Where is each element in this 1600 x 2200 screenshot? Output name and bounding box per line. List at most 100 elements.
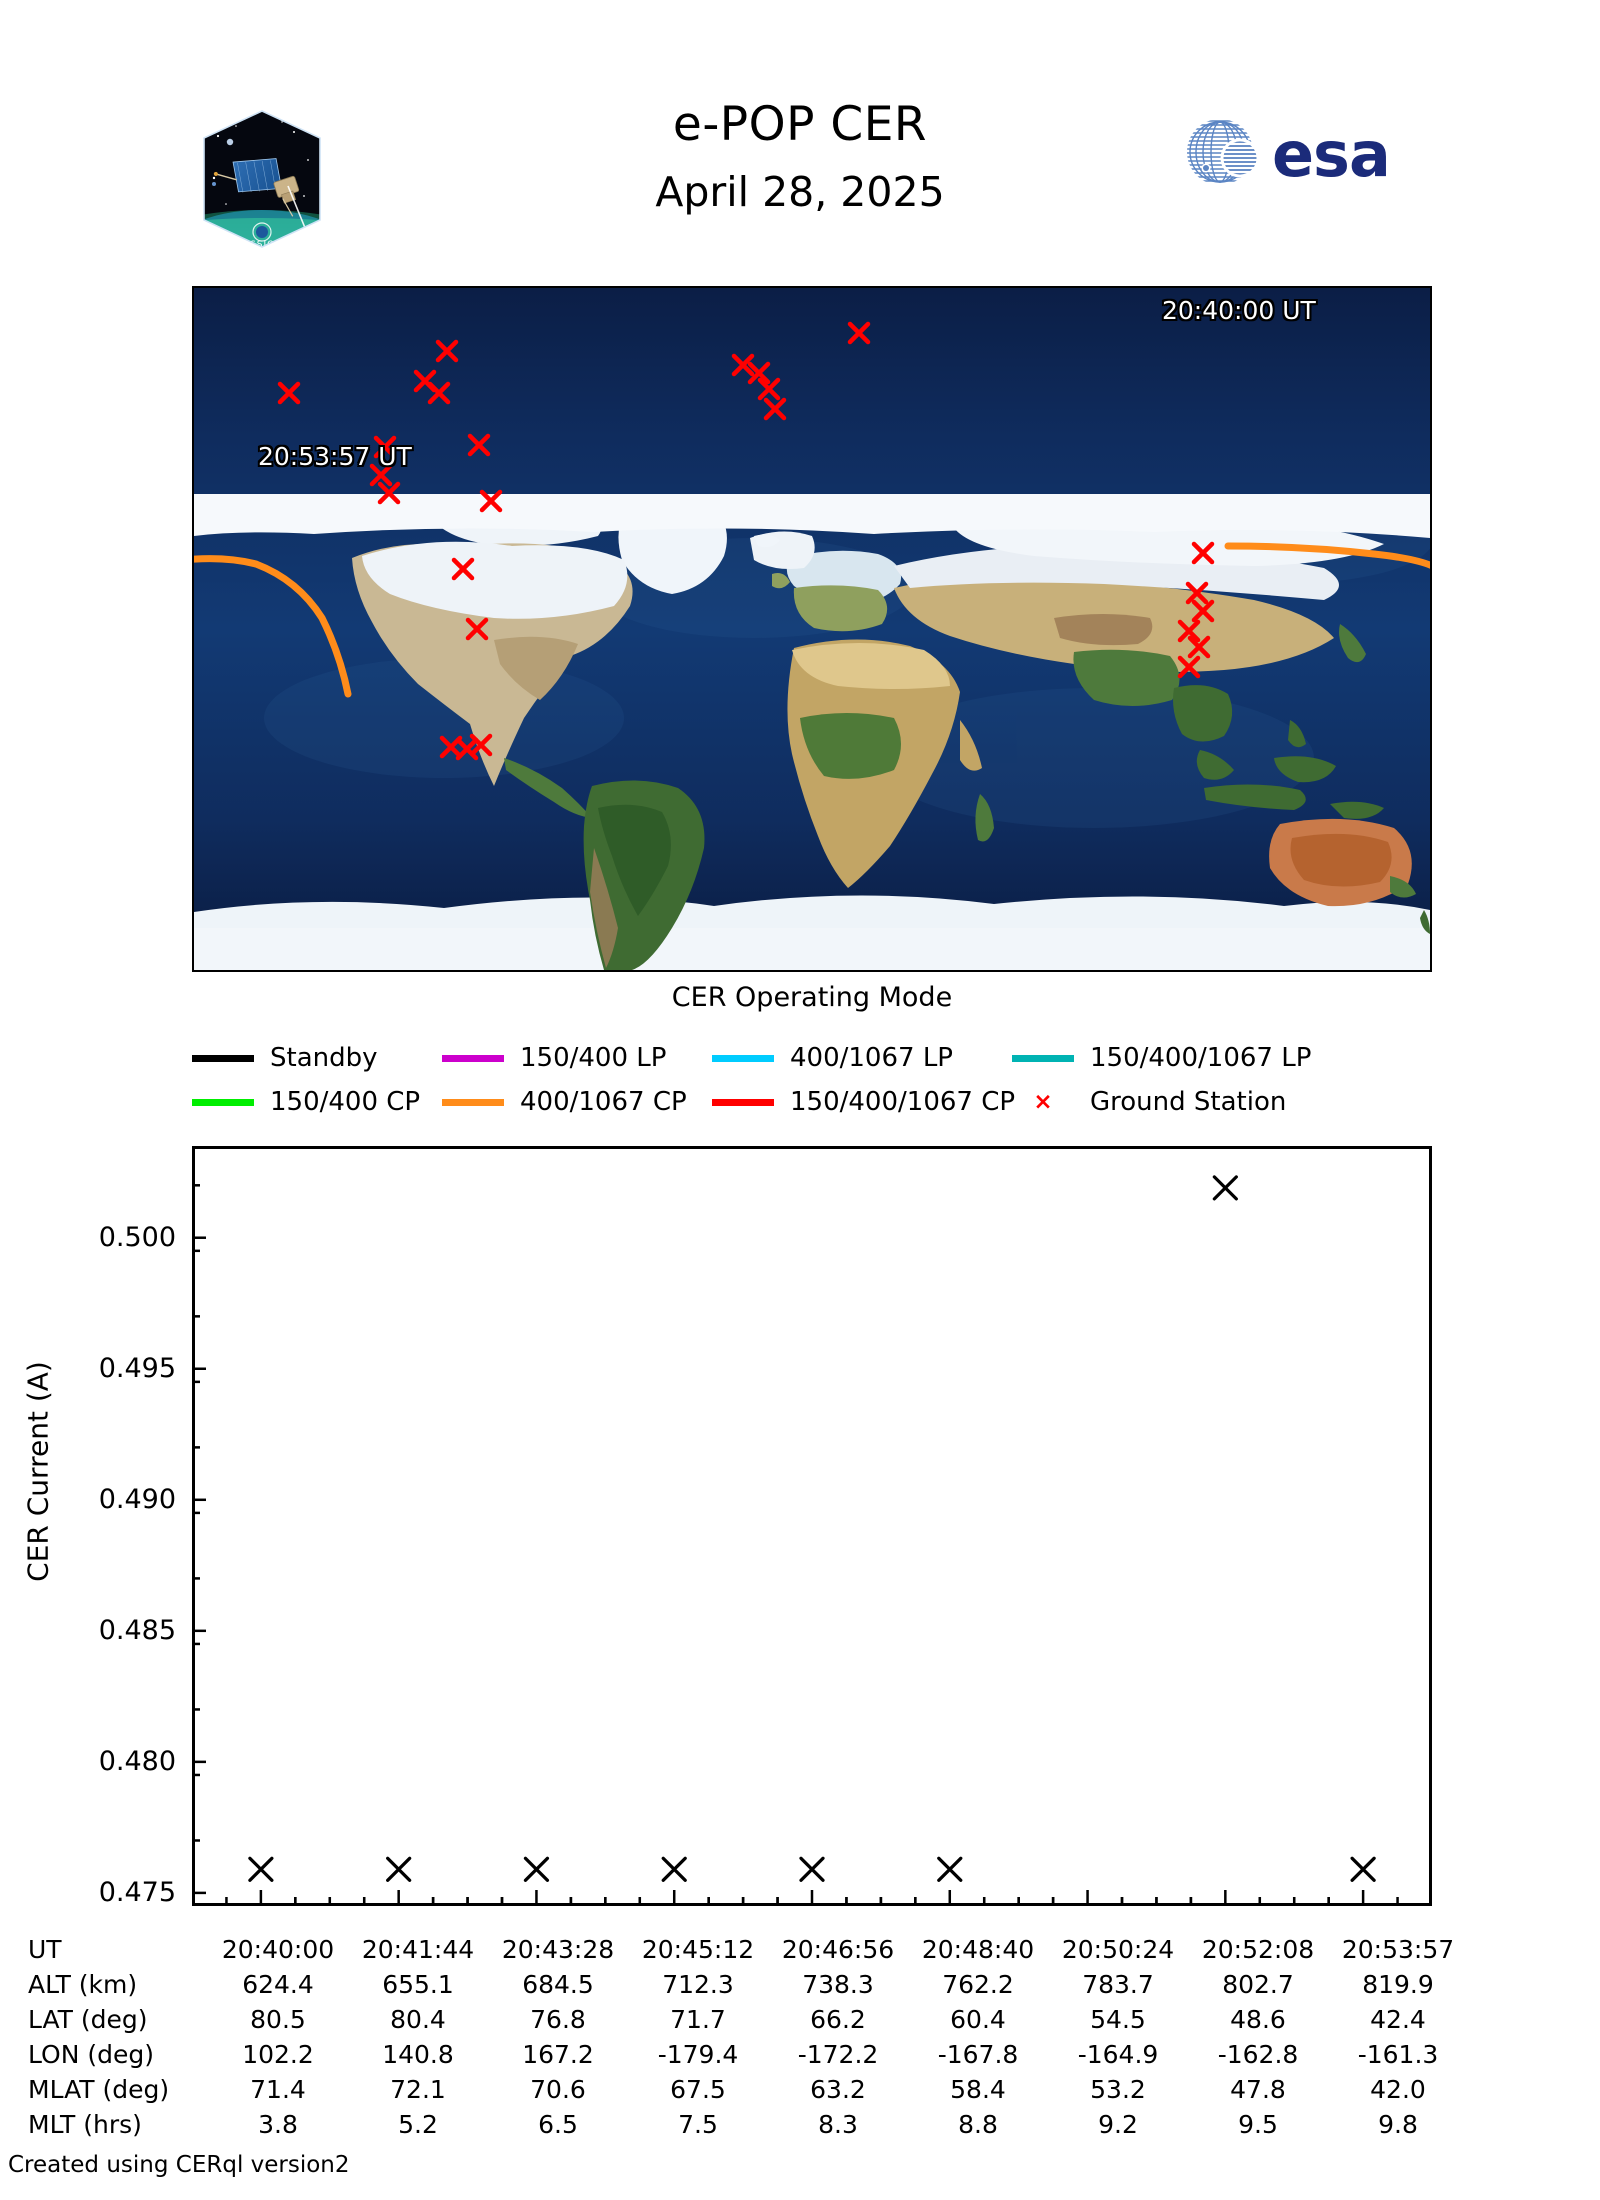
legend-item-400-1067-lp[interactable]: 400/1067 LP bbox=[712, 1043, 1012, 1073]
table-cell: 63.2 bbox=[810, 2075, 866, 2104]
table-cell: 20:40:00 bbox=[221, 1935, 335, 1964]
table-cell: 76.8 bbox=[530, 2005, 586, 2034]
title-block: e-POP CER April 28, 2025 bbox=[400, 96, 1200, 220]
table-cell: 8.3 bbox=[818, 2110, 858, 2139]
table-cell: 712.3 bbox=[662, 1970, 734, 1999]
table-cell: 80.5 bbox=[250, 2005, 306, 2034]
y-tick-label: 0.485 bbox=[98, 1614, 176, 1646]
table-row-label: ALT (km) bbox=[28, 1970, 138, 1999]
page-subtitle-date: April 28, 2025 bbox=[655, 168, 945, 216]
legend-item-150-400-1067-lp[interactable]: 150/400/1067 LP bbox=[1012, 1043, 1311, 1073]
table-cell: 20:48:40 bbox=[921, 1935, 1035, 1964]
table-cell: 80.4 bbox=[390, 2005, 446, 2034]
legend-swatch-150-400-cp bbox=[192, 1098, 254, 1106]
legend-item-150-400-lp[interactable]: 150/400 LP bbox=[442, 1043, 712, 1073]
table-cell: 624.4 bbox=[242, 1970, 314, 1999]
ground-station-icon: × bbox=[1033, 1088, 1053, 1115]
table-cell: 9.5 bbox=[1238, 2110, 1278, 2139]
table-row: UT 20:40:00 20:41:44 20:43:28 20:45:12 20:46:… bbox=[28, 1932, 1468, 1967]
table-row-label: LON (deg) bbox=[28, 2040, 154, 2069]
legend-swatch-150-400-1067-cp bbox=[712, 1098, 774, 1106]
legend-label-150-400-lp: 150/400 LP bbox=[520, 1043, 667, 1073]
table-cell: 6.5 bbox=[538, 2110, 578, 2139]
table-row-label: MLT (hrs) bbox=[28, 2110, 142, 2139]
table-cell: 7.5 bbox=[678, 2110, 718, 2139]
world-map-panel[interactable] bbox=[192, 286, 1432, 972]
table-row: ALT (km) 624.4 655.1 684.5 712.3 738.3 762.2 78… bbox=[28, 1967, 1468, 2002]
table-cell: 140.8 bbox=[382, 2040, 454, 2069]
legend-swatch-400-1067-lp bbox=[712, 1054, 774, 1062]
table-cell: 72.1 bbox=[390, 2075, 446, 2104]
table-cell: 20:53:57 bbox=[1341, 1935, 1455, 1964]
table-row-label: MLAT (deg) bbox=[28, 2075, 170, 2104]
table-cell: -167.8 bbox=[937, 2040, 1019, 2069]
legend-swatch-150-400-lp bbox=[442, 1054, 504, 1062]
table-row-label: LAT (deg) bbox=[28, 2005, 148, 2034]
table-cell: 67.5 bbox=[670, 2075, 726, 2104]
legend-label-150-400-cp: 150/400 CP bbox=[270, 1087, 421, 1117]
legend-swatch-standby bbox=[192, 1054, 254, 1062]
legend-item-150-400-1067-cp[interactable]: 150/400/1067 CP bbox=[712, 1087, 1016, 1117]
table-cell: 54.5 bbox=[1090, 2005, 1146, 2034]
y-axis-title: CER Current (A) bbox=[21, 1361, 55, 1582]
data-point-marker bbox=[248, 1856, 274, 1882]
legend-item-ground-station[interactable]: × Ground Station bbox=[1012, 1087, 1286, 1117]
legend-label-ground-station: Ground Station bbox=[1090, 1087, 1287, 1117]
table-row-label: UT bbox=[28, 1935, 62, 1964]
table-cell: 20:50:24 bbox=[1061, 1935, 1175, 1964]
cer-current-plot-frame[interactable] bbox=[192, 1146, 1432, 1906]
cer-current-plot[interactable] bbox=[192, 1146, 1432, 1906]
legend-label-150-400-1067-lp: 150/400/1067 LP bbox=[1090, 1043, 1312, 1073]
legend: Standby 150/400 LP 400/1067 LP 150/400/1… bbox=[192, 1036, 1432, 1124]
table-cell: -179.4 bbox=[657, 2040, 739, 2069]
legend-item-400-1067-cp[interactable]: 400/1067 CP bbox=[442, 1087, 712, 1117]
table-row: MLT (hrs) 3.8 5.2 6.5 7.5 8.3 8.8 9.2 9.5 9.8 bbox=[28, 2107, 1468, 2142]
table-cell: -162.8 bbox=[1217, 2040, 1299, 2069]
table-cell: 20:52:08 bbox=[1201, 1935, 1315, 1964]
table-cell: 655.1 bbox=[382, 1970, 454, 1999]
table-cell: 47.8 bbox=[1230, 2075, 1286, 2104]
table-cell: 20:43:28 bbox=[501, 1935, 615, 1964]
table-cell: 762.2 bbox=[942, 1970, 1014, 1999]
table-cell: 48.6 bbox=[1230, 2005, 1286, 2034]
legend-row-1: Standby 150/400 LP 400/1067 LP 150/400/1… bbox=[192, 1036, 1432, 1080]
page-header: CASSIOPE e-POP CER April 28, 2025 bbox=[0, 0, 1600, 270]
cassiope-mission-patch-logo: CASSIOPE bbox=[203, 110, 321, 250]
data-point-marker bbox=[386, 1856, 412, 1882]
map-caption: CER Operating Mode bbox=[671, 982, 953, 1013]
esa-wordmark: esa bbox=[1272, 118, 1390, 186]
data-point-marker bbox=[1212, 1175, 1238, 1201]
legend-row-2: 150/400 CP 400/1067 CP 150/400/1067 CP ×… bbox=[192, 1080, 1432, 1124]
ephemeris-data-table: UT 20:40:00 20:41:44 20:43:28 20:45:12 20:46:… bbox=[28, 1932, 1468, 2142]
svg-text:CASSIOPE: CASSIOPE bbox=[236, 240, 289, 250]
table-cell: 783.7 bbox=[1082, 1970, 1154, 1999]
legend-label-150-400-1067-cp: 150/400/1067 CP bbox=[790, 1087, 1016, 1117]
table-row: MLAT (deg) 71.4 72.1 70.6 67.5 63.2 58.4 53.2 47… bbox=[28, 2072, 1468, 2107]
legend-item-standby[interactable]: Standby bbox=[192, 1043, 442, 1073]
legend-swatch-400-1067-cp bbox=[442, 1098, 504, 1106]
world-map-image bbox=[194, 288, 1430, 970]
legend-label-400-1067-cp: 400/1067 CP bbox=[520, 1087, 687, 1117]
orbit-start-time-label: 20:40:00 UT bbox=[1162, 296, 1316, 325]
table-cell: 102.2 bbox=[242, 2040, 314, 2069]
table-cell: 5.2 bbox=[398, 2110, 438, 2139]
table-cell: 9.8 bbox=[1378, 2110, 1418, 2139]
page-title: e-POP CER bbox=[672, 97, 928, 152]
table-cell: 70.6 bbox=[530, 2075, 586, 2104]
table-row: LAT (deg) 80.5 80.4 76.8 71.7 66.2 60.4 54.5 48.… bbox=[28, 2002, 1468, 2037]
table-cell: 58.4 bbox=[950, 2075, 1006, 2104]
data-point-marker bbox=[661, 1856, 687, 1882]
table-cell: 9.2 bbox=[1098, 2110, 1138, 2139]
table-cell: 20:46:56 bbox=[781, 1935, 895, 1964]
legend-label-400-1067-lp: 400/1067 LP bbox=[790, 1043, 953, 1073]
data-point-marker bbox=[799, 1856, 825, 1882]
legend-item-150-400-cp[interactable]: 150/400 CP bbox=[192, 1087, 442, 1117]
table-cell: -161.3 bbox=[1357, 2040, 1439, 2069]
table-cell: 8.8 bbox=[958, 2110, 998, 2139]
y-tick-label: 0.475 bbox=[98, 1876, 176, 1908]
table-cell: 819.9 bbox=[1362, 1970, 1434, 1999]
table-row: LON (deg) 102.2 140.8 167.2 -179.4 -172.2 -167… bbox=[28, 2037, 1468, 2072]
orbit-track bbox=[194, 542, 1430, 698]
data-point-marker bbox=[1350, 1856, 1376, 1882]
data-point-marker bbox=[937, 1856, 963, 1882]
